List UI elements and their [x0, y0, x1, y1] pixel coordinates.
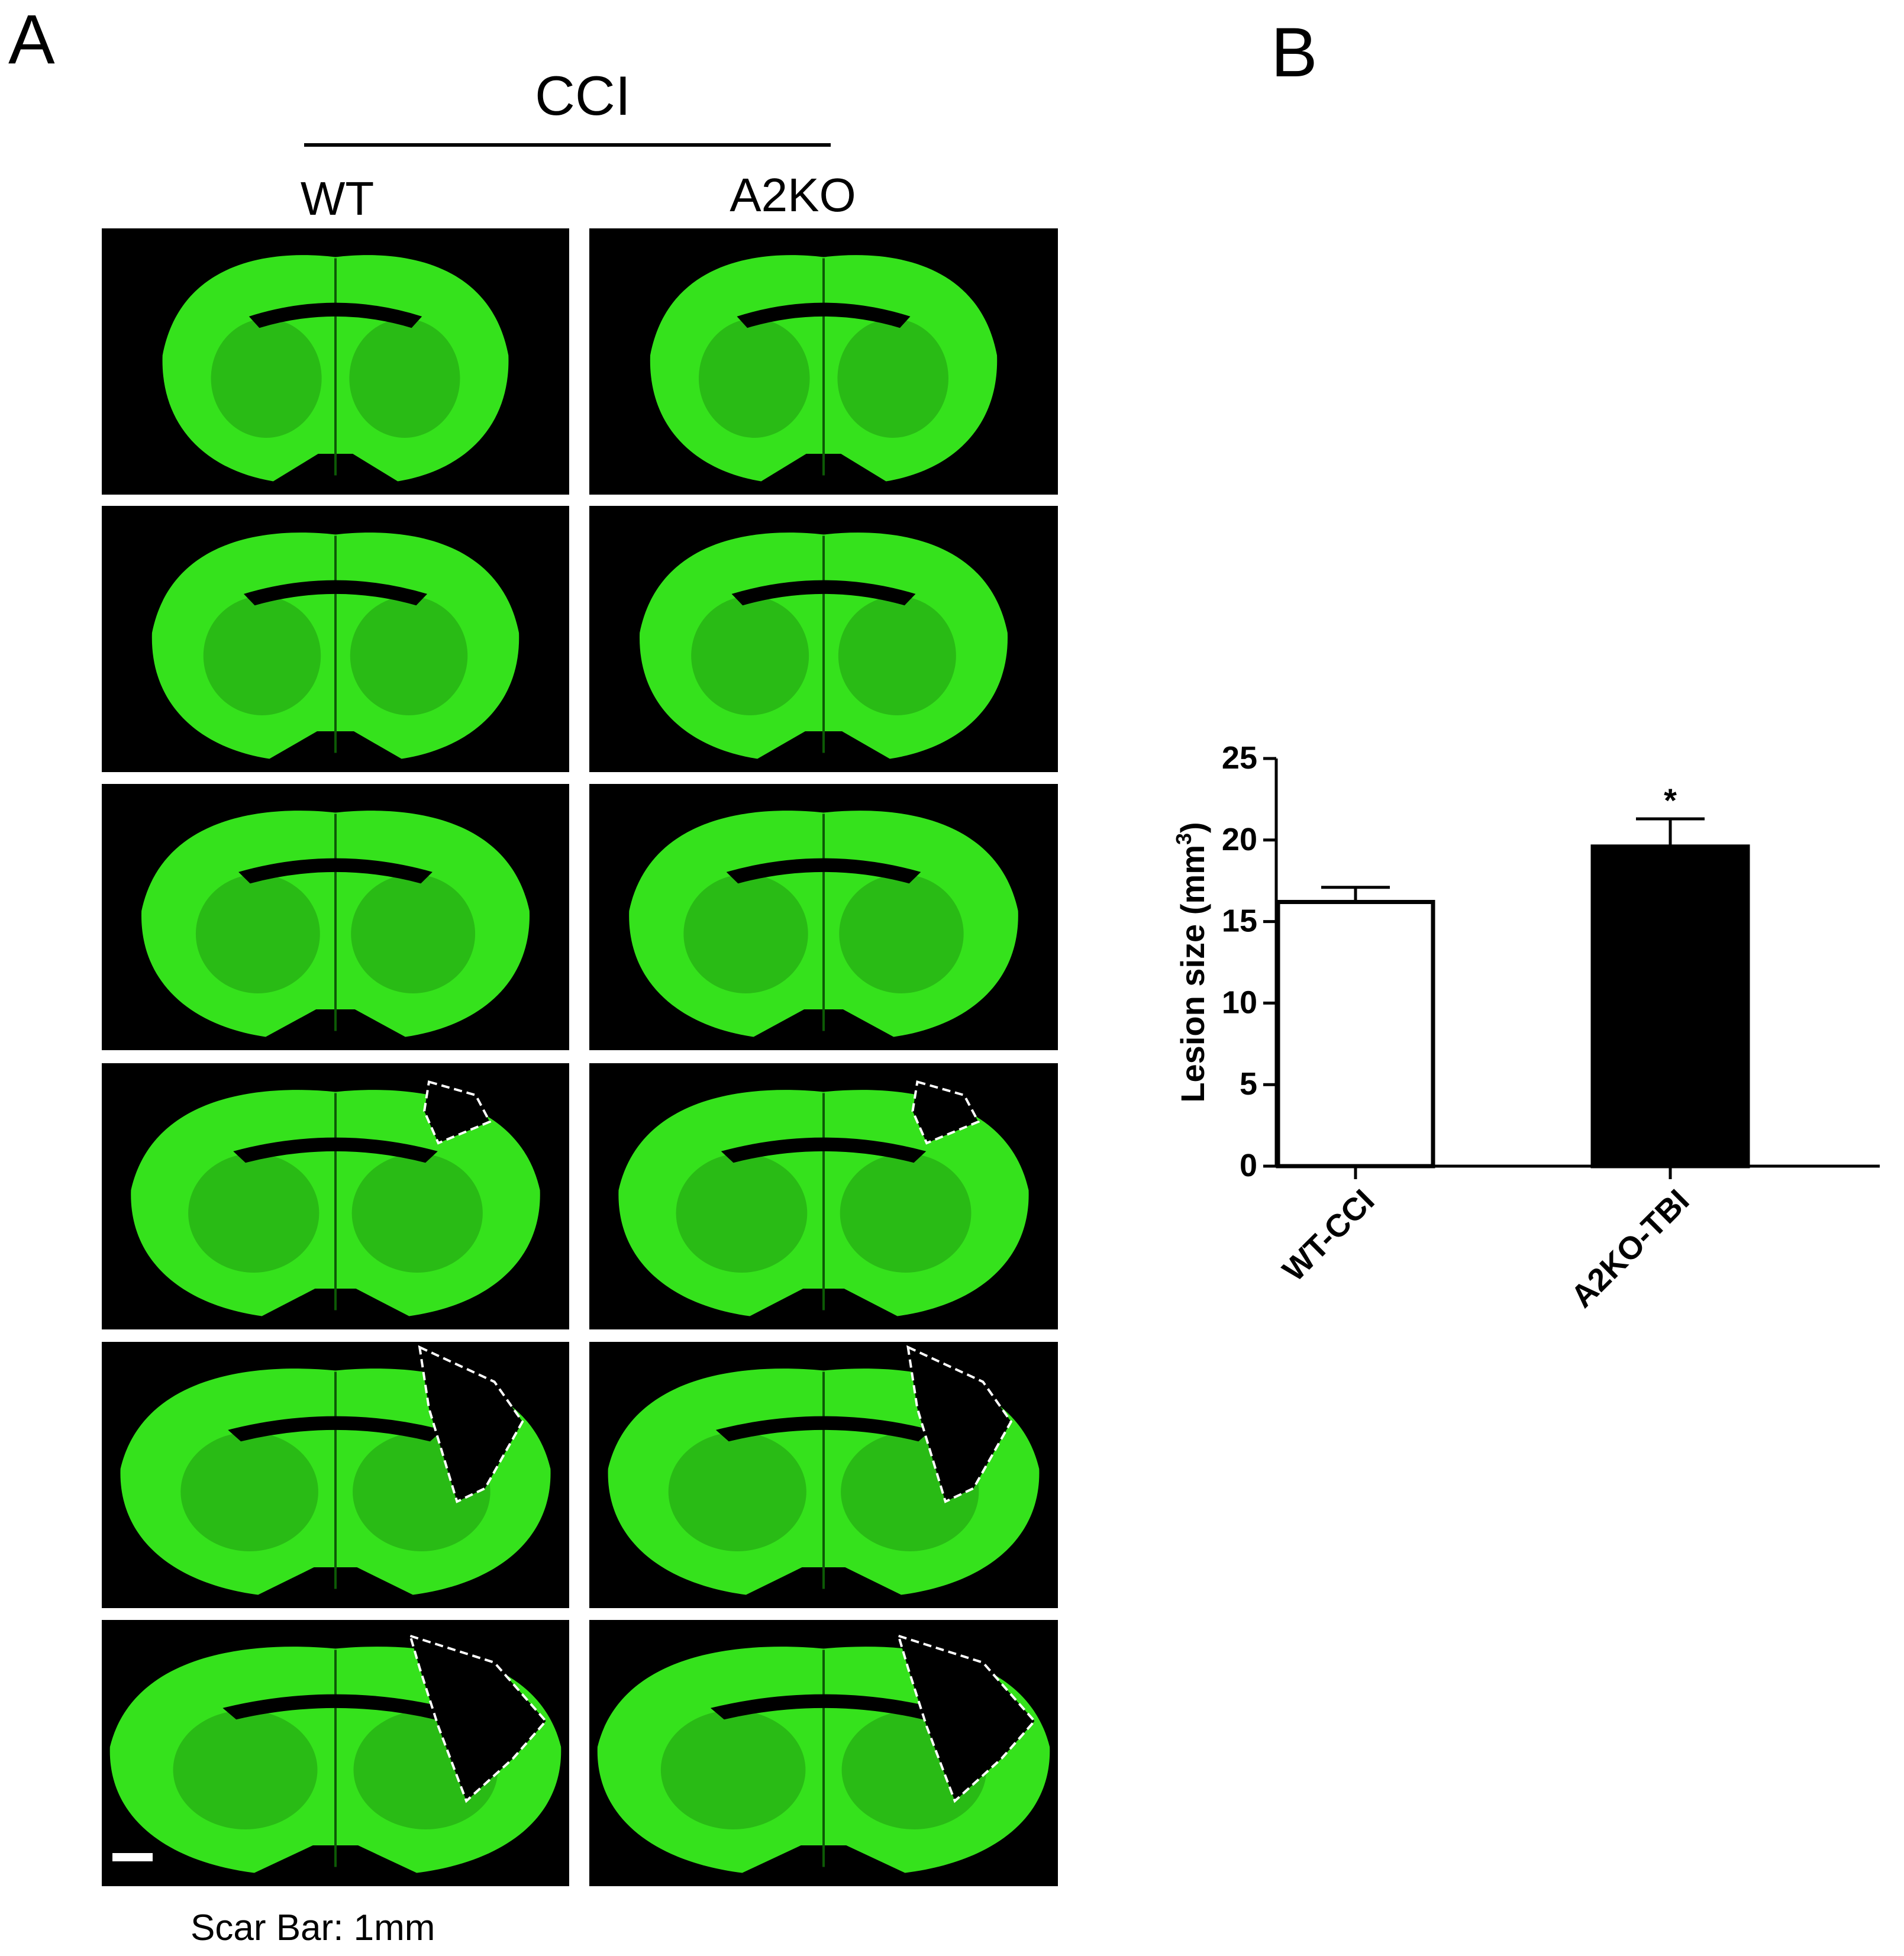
- y-tick-label: 20: [1222, 822, 1257, 857]
- brain-ventricle: [228, 1416, 443, 1442]
- brain-inner-structure: [203, 596, 321, 715]
- brain-ventricle: [238, 858, 433, 884]
- brain-ventricle: [715, 1416, 932, 1442]
- brain-inner-structure: [350, 596, 468, 715]
- brain-ventricle: [243, 580, 428, 606]
- brain-section-image: [589, 506, 1058, 772]
- brain-section-image: [102, 1063, 569, 1329]
- y-tick-label: 5: [1240, 1066, 1257, 1102]
- group-label-underline: [304, 143, 831, 147]
- lesion-outline: [911, 1080, 980, 1145]
- brain-inner-structure: [676, 1153, 808, 1273]
- brain-section-image: [589, 228, 1058, 495]
- brain-section-image: [102, 1620, 569, 1886]
- brain-section-image: [589, 1620, 1058, 1886]
- lesion-outline: [896, 1634, 1037, 1803]
- scale-bar-caption: Scar Bar: 1mm: [191, 1907, 435, 1948]
- brain-inner-structure: [699, 318, 810, 438]
- significance-annotation: *: [1664, 782, 1677, 819]
- brain-inner-structure: [837, 318, 948, 438]
- brain-inner-structure: [195, 874, 320, 993]
- brain-inner-structure: [840, 1153, 972, 1273]
- brain-section-image: [102, 506, 569, 772]
- y-axis-label: Lesion size (mm3): [1172, 822, 1211, 1102]
- lesion-outline: [906, 1345, 1013, 1503]
- brain-inner-structure: [668, 1432, 806, 1551]
- brain-inner-structure: [211, 318, 322, 438]
- brain-ventricle: [731, 580, 916, 606]
- column-label-a2ko: A2KO: [730, 169, 856, 221]
- brain-section-image: [102, 228, 569, 495]
- brain-inner-structure: [349, 318, 460, 438]
- group-label-ccl: CCI: [535, 64, 631, 127]
- brain-ventricle: [222, 1694, 448, 1720]
- column-label-wt: WT: [300, 172, 375, 225]
- bar: [1276, 900, 1435, 1169]
- y-tick-label: 25: [1222, 740, 1257, 776]
- brain-inner-structure: [839, 874, 964, 993]
- brain-ventricle: [249, 302, 422, 328]
- x-tick-label: WT-CCI: [1276, 1183, 1381, 1288]
- brain-ventricle: [737, 302, 911, 328]
- panel-a-letter: A: [8, 1, 55, 79]
- x-tick-label: A2KO-TBI: [1564, 1183, 1696, 1315]
- brain-inner-structure: [660, 1710, 806, 1829]
- brain-ventricle: [710, 1694, 937, 1720]
- brain-ventricle: [233, 1137, 438, 1163]
- brain-section-image: [589, 1063, 1058, 1329]
- brain-inner-structure: [173, 1710, 318, 1829]
- scale-bar: [112, 1853, 153, 1861]
- panel-b-letter: B: [1271, 14, 1318, 92]
- brain-section-image: [589, 1342, 1058, 1608]
- y-tick-label: 15: [1222, 903, 1257, 939]
- brain-inner-structure: [691, 596, 809, 715]
- lesion-outline: [423, 1080, 492, 1145]
- brain-inner-structure: [838, 596, 956, 715]
- lesion-outline: [408, 1634, 548, 1803]
- y-tick-label: 10: [1222, 985, 1257, 1020]
- brain-section-image: [102, 784, 569, 1050]
- brain-inner-structure: [683, 874, 808, 993]
- brain-inner-structure: [351, 874, 476, 993]
- brain-ventricle: [721, 1137, 927, 1163]
- brain-inner-structure: [351, 1153, 483, 1273]
- brain-inner-structure: [180, 1432, 318, 1551]
- lesion-outline: [418, 1345, 524, 1503]
- brain-ventricle: [726, 858, 921, 884]
- lesion-size-bar-chart: 0 5 10 15 20 25 Lesion size (mm3) WT-CCI A2KO-TB…: [1172, 740, 1880, 1315]
- brain-section-image: [589, 784, 1058, 1050]
- bar: [1590, 844, 1750, 1169]
- brain-inner-structure: [188, 1153, 320, 1273]
- y-tick-label: 0: [1240, 1148, 1257, 1183]
- brain-section-image: [102, 1342, 569, 1608]
